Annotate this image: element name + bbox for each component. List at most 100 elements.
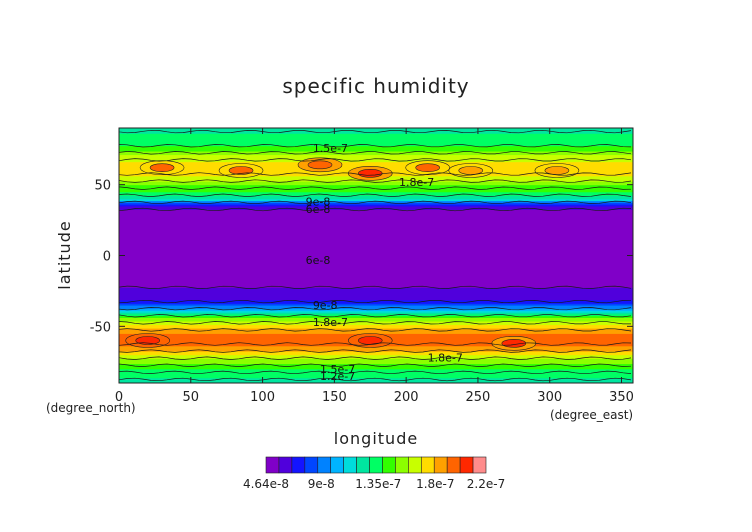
contour-label: 9e-8 bbox=[306, 196, 331, 209]
contour-label: 1.5e-7 bbox=[313, 142, 348, 155]
lat-band bbox=[119, 129, 633, 133]
colorbar-swatch bbox=[265, 456, 280, 474]
lat-band bbox=[119, 303, 633, 306]
lat-band bbox=[119, 381, 633, 383]
contour-line bbox=[119, 179, 632, 183]
lat-band bbox=[119, 250, 633, 253]
colorbar-swatch bbox=[304, 456, 319, 474]
contour-label: 1.2e-7 bbox=[320, 370, 355, 383]
lat-band bbox=[119, 266, 633, 269]
lat-band bbox=[119, 204, 633, 207]
lat-band bbox=[119, 142, 633, 145]
lat-band bbox=[119, 156, 633, 159]
contour-labels: 1.5e-71.8e-79e-86e-86e-89e-81.8e-71.8e-7… bbox=[306, 142, 463, 383]
lat-band bbox=[119, 305, 633, 308]
lat-band bbox=[119, 189, 633, 193]
contour-line bbox=[119, 193, 632, 197]
contour-line bbox=[119, 299, 632, 304]
lat-band bbox=[119, 299, 633, 303]
lat-band bbox=[119, 161, 633, 164]
lat-band bbox=[119, 363, 633, 366]
lat-band bbox=[119, 319, 633, 322]
lat-band bbox=[119, 359, 633, 363]
lat-band bbox=[119, 184, 633, 187]
lat-band bbox=[119, 280, 633, 283]
y-axis-unit: (degree_north) bbox=[46, 401, 136, 415]
lat-band bbox=[119, 223, 633, 226]
lat-band bbox=[119, 282, 633, 285]
lat-band bbox=[119, 324, 633, 327]
lat-band bbox=[119, 301, 633, 304]
lat-band bbox=[119, 225, 633, 228]
contour-label: 1.8e-7 bbox=[428, 352, 463, 365]
lat-band bbox=[119, 331, 633, 334]
colorbar-swatch bbox=[317, 456, 332, 474]
colorbar-swatch bbox=[369, 456, 383, 474]
x-axis-unit: (degree_east) bbox=[550, 408, 633, 422]
lat-band bbox=[119, 154, 633, 157]
colorbar-swatch bbox=[459, 456, 474, 474]
colorbar-tick-label: 1.35e-7 bbox=[355, 477, 401, 491]
contour-line bbox=[119, 285, 632, 289]
colorbar-labels: 4.64e-8 9e-8 1.35e-7 1.8e-7 2.2e-7 bbox=[243, 477, 505, 491]
lat-band bbox=[119, 283, 633, 287]
lat-band bbox=[119, 135, 633, 138]
hotspot-inner bbox=[415, 163, 440, 172]
lat-band bbox=[119, 186, 633, 189]
y-tick-label: 50 bbox=[94, 179, 111, 194]
colorbar-tick-label: 9e-8 bbox=[308, 477, 335, 491]
x-tick-label: 0 bbox=[115, 390, 123, 405]
lat-band bbox=[119, 287, 633, 290]
chart-title: specific humidity bbox=[282, 74, 469, 98]
lat-band bbox=[119, 375, 633, 379]
colorbar-swatch bbox=[472, 456, 487, 474]
x-tick-label: 100 bbox=[250, 390, 275, 405]
lat-band bbox=[119, 128, 633, 131]
hotspot-inner bbox=[307, 160, 333, 170]
lat-band bbox=[119, 138, 633, 141]
contour-line bbox=[119, 342, 632, 346]
contour-label: 6e-8 bbox=[306, 203, 331, 216]
lat-band bbox=[119, 158, 633, 161]
lat-band bbox=[119, 244, 633, 248]
x-tick-label: 300 bbox=[537, 390, 562, 405]
contour-line bbox=[119, 151, 632, 155]
lat-band bbox=[119, 216, 633, 219]
colorbar-swatch bbox=[356, 456, 370, 474]
contour-lines bbox=[119, 129, 632, 382]
contour-line bbox=[119, 200, 632, 205]
lat-band bbox=[119, 259, 633, 262]
heatmap-plot-area: 1.5e-71.8e-79e-86e-86e-89e-81.8e-71.8e-7… bbox=[119, 128, 633, 383]
lat-band bbox=[119, 296, 633, 299]
lat-band bbox=[119, 351, 633, 354]
lat-band bbox=[119, 145, 633, 148]
lat-band bbox=[119, 274, 633, 278]
colorbar-swatch bbox=[446, 456, 461, 474]
x-tick-label: 150 bbox=[322, 390, 347, 405]
colorbar-swatch bbox=[433, 456, 448, 474]
contour-line bbox=[119, 328, 632, 332]
lat-band bbox=[119, 356, 633, 359]
lat-band bbox=[119, 220, 633, 223]
contour-line bbox=[119, 207, 632, 212]
lat-band bbox=[119, 321, 633, 324]
y-axis-ticks: -50 0 50 bbox=[90, 179, 633, 335]
colorbar-swatch bbox=[408, 456, 422, 474]
lat-band bbox=[119, 241, 633, 244]
hotspot-inner bbox=[149, 163, 175, 172]
lat-band bbox=[119, 278, 633, 281]
contour-line bbox=[119, 172, 632, 176]
lat-band bbox=[119, 372, 633, 375]
lat-band bbox=[119, 232, 633, 235]
contour-line bbox=[119, 321, 631, 325]
contour-line bbox=[119, 314, 632, 318]
contour-line bbox=[119, 158, 632, 162]
x-tick-label: 250 bbox=[466, 390, 491, 405]
lat-band bbox=[119, 159, 633, 163]
lat-band bbox=[119, 195, 633, 198]
contour-label: 1.5e-7 bbox=[320, 363, 355, 376]
lat-band bbox=[119, 326, 633, 329]
colorbar-swatch bbox=[291, 456, 306, 474]
lat-band bbox=[119, 255, 633, 258]
contour-line bbox=[119, 186, 632, 190]
